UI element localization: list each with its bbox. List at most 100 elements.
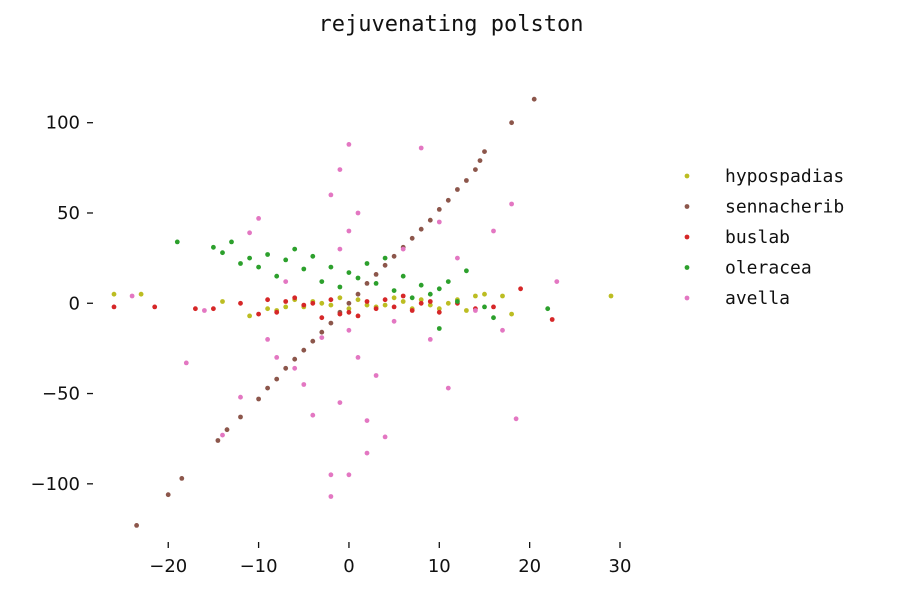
x-axis: −20 −10 0 10 20 30 <box>149 542 631 577</box>
x-tick-label: 30 <box>609 556 632 577</box>
data-point <box>346 228 352 234</box>
data-point <box>265 337 270 342</box>
data-point <box>373 306 379 312</box>
data-point <box>608 293 614 299</box>
data-point <box>283 279 289 284</box>
x-tick-label: −10 <box>240 556 278 577</box>
data-point <box>427 299 433 304</box>
data-point <box>445 385 451 391</box>
data-point <box>482 149 487 155</box>
data-point <box>364 418 370 423</box>
data-point <box>382 302 388 308</box>
data-point <box>373 281 379 286</box>
legend-label: hypospadias <box>725 166 844 187</box>
data-point <box>310 300 316 306</box>
legend-item: sennacherib <box>684 197 844 218</box>
data-point <box>319 329 325 335</box>
data-point <box>337 284 343 290</box>
data-point <box>382 434 388 440</box>
data-point <box>319 300 325 306</box>
series-oleracea <box>174 239 551 331</box>
data-point <box>418 145 424 151</box>
data-point <box>337 311 343 317</box>
legend-marker <box>684 173 690 179</box>
data-point <box>427 291 433 297</box>
data-point <box>455 299 460 304</box>
data-point <box>211 244 216 250</box>
data-point <box>391 253 397 259</box>
y-tick-label: 100 <box>46 113 80 134</box>
data-point <box>346 327 352 333</box>
data-point <box>229 239 234 245</box>
data-point <box>418 226 424 232</box>
data-point <box>138 291 144 297</box>
data-point <box>328 320 334 326</box>
data-point <box>355 297 361 303</box>
data-point <box>283 299 289 304</box>
data-point <box>373 373 379 378</box>
data-point <box>328 192 334 198</box>
data-point <box>418 282 424 288</box>
data-point <box>464 268 469 274</box>
data-point <box>319 315 325 321</box>
data-point <box>436 306 442 312</box>
data-point <box>427 217 433 223</box>
data-point <box>337 295 343 301</box>
data-point <box>337 400 343 405</box>
data-point <box>301 347 307 353</box>
data-point <box>274 273 280 279</box>
data-point <box>238 300 243 306</box>
legend-item: avella <box>684 288 790 309</box>
data-point <box>554 279 560 284</box>
data-point <box>265 385 270 391</box>
data-point <box>445 300 451 306</box>
data-point <box>274 355 280 360</box>
data-point <box>509 201 514 207</box>
data-point <box>500 293 505 299</box>
data-point <box>328 297 334 303</box>
data-point <box>391 304 397 310</box>
series-avella <box>129 142 560 499</box>
data-point <box>427 302 433 308</box>
y-tick-label: 50 <box>57 203 80 224</box>
data-point <box>455 187 460 192</box>
data-point <box>400 273 406 279</box>
data-point <box>346 142 352 147</box>
data-point <box>355 210 361 216</box>
data-point <box>283 365 289 371</box>
data-point <box>134 523 140 528</box>
legend-marker <box>684 295 690 301</box>
data-point <box>482 291 487 297</box>
data-point <box>364 299 370 304</box>
data-point <box>346 306 352 312</box>
data-point <box>513 416 519 422</box>
data-point <box>220 299 225 304</box>
data-point <box>545 306 551 312</box>
data-point <box>283 304 289 310</box>
data-point <box>409 295 415 301</box>
data-point <box>328 302 334 308</box>
data-point <box>310 412 316 418</box>
data-point <box>274 309 280 315</box>
data-point <box>409 308 415 313</box>
y-tick-label: 0 <box>69 293 80 314</box>
data-point <box>400 293 406 299</box>
legend-item: oleracea <box>684 258 812 279</box>
data-point <box>509 311 514 317</box>
y-axis: −100 −50 0 50 100 <box>31 113 93 495</box>
chart-title: rejuvenating polston <box>319 12 584 37</box>
data-point <box>292 356 298 362</box>
data-point <box>400 299 406 304</box>
data-point <box>202 308 207 313</box>
series-hypospadias <box>111 291 614 319</box>
data-point <box>473 293 478 299</box>
data-point <box>274 376 280 382</box>
data-point <box>473 167 478 173</box>
data-point <box>193 306 198 312</box>
data-point <box>238 414 243 420</box>
data-point <box>549 317 555 322</box>
data-point <box>445 279 451 284</box>
data-point <box>436 207 442 212</box>
x-tick-label: 10 <box>428 556 451 577</box>
